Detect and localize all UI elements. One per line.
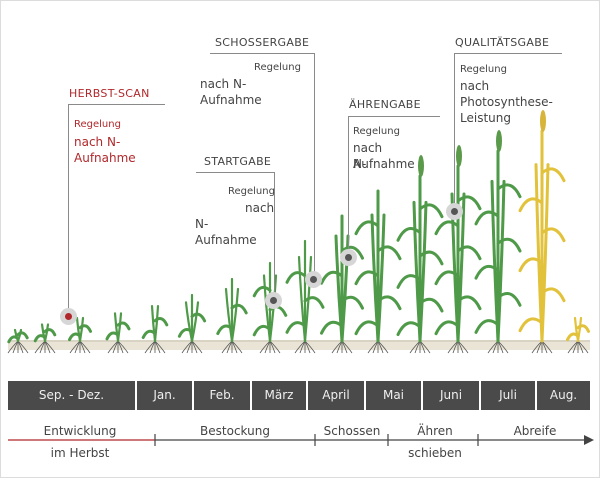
callout-line-2: nach N-Aufnahme — [74, 135, 136, 165]
phase-schossen: Schossen — [323, 424, 381, 438]
callout-line-3: Photosynthese- — [460, 95, 553, 109]
callout-line-1: Regelung — [74, 119, 121, 130]
phase-timeline-axis — [8, 434, 594, 446]
wheat-plant — [33, 323, 57, 354]
callout-leader-line — [454, 53, 455, 208]
wheat-plant — [105, 312, 131, 354]
wheat-plant — [396, 155, 444, 354]
plant-growth-illustration — [7, 110, 590, 354]
phase-herbst-line-1: Entwicklung — [43, 424, 117, 438]
callout-title: STARTGABE — [204, 155, 272, 168]
callout-line-4: Leistung — [460, 111, 511, 125]
month-juni: Juni — [423, 381, 479, 410]
phase-aehren-line-1: Ähren — [417, 424, 453, 438]
callout-line-2: nach N-Aufnahme — [200, 77, 262, 107]
callout-underline — [196, 172, 275, 173]
wheat-plant — [68, 316, 92, 354]
wheat-plant — [354, 189, 402, 354]
callout-underline — [210, 53, 315, 54]
callout-line-3: Aufnahme — [353, 157, 415, 171]
callout-line-1: Regelung — [353, 126, 400, 137]
soil-strip — [8, 340, 590, 350]
phase-bestockung: Bestockung — [200, 424, 270, 438]
wheat-plant — [320, 214, 364, 354]
wheat-ear — [418, 155, 424, 177]
wheat-plant — [434, 145, 482, 354]
callout-underline — [454, 53, 562, 54]
callout-leader-line — [274, 172, 275, 300]
callout-title: ÄHRENGABE — [349, 98, 421, 111]
callout-line-2: nach — [460, 79, 490, 93]
phase-herbst-line-2: im Herbst — [50, 446, 110, 460]
wheat-plant — [141, 304, 169, 354]
wheat-plant — [566, 316, 590, 354]
callout-leader-line — [68, 104, 69, 316]
callout-line-1: Regelung — [228, 186, 275, 197]
month-juli: Juli — [481, 381, 535, 410]
month-feb: Feb. — [194, 381, 250, 410]
month-maerz: März — [252, 381, 306, 410]
callout-line-2: nach — [245, 201, 275, 215]
plants — [7, 110, 590, 354]
measurement-point — [270, 297, 277, 304]
month-jan: Jan. — [137, 381, 192, 410]
callout-underline — [68, 104, 165, 105]
callout-line-3: N-Aufnahme — [195, 217, 257, 247]
callout-leader-line — [348, 116, 349, 256]
callout-title: HERBST-SCAN — [69, 87, 150, 100]
measurement-point — [310, 276, 317, 283]
wheat-plant — [177, 293, 207, 354]
wheat-plant — [285, 239, 325, 354]
wheat-ear — [456, 145, 462, 167]
callout-underline — [348, 116, 440, 117]
timeline-arrowhead — [584, 435, 594, 445]
measurement-point — [65, 313, 72, 320]
phase-aehren-line-2: schieben — [408, 446, 462, 460]
month-sep-dez: Sep. - Dez. — [8, 381, 135, 410]
callout-leader-line — [314, 53, 315, 277]
month-april: April — [308, 381, 364, 410]
callout-line-1: Regelung — [460, 64, 507, 75]
callout-line-2: nach N- — [353, 141, 383, 171]
callout-line-1: Regelung — [254, 62, 301, 73]
wheat-ear — [496, 130, 502, 152]
measurement-point — [451, 208, 458, 215]
month-aug: Aug. — [537, 381, 590, 410]
callout-title: QUALITÄTSGABE — [455, 36, 550, 49]
wheat-plant — [216, 277, 248, 354]
wheat-ear — [540, 110, 546, 132]
month-timeline: Sep. - Dez. Jan. Feb. März April Mai Jun… — [8, 381, 590, 410]
callout-title: SCHOSSERGABE — [215, 36, 310, 49]
wheat-plant — [518, 110, 566, 354]
measurement-point — [345, 254, 352, 261]
phase-abreife: Abreife — [513, 424, 557, 438]
month-mai: Mai — [366, 381, 421, 410]
wheat-plant — [474, 130, 522, 354]
wheat-plant — [7, 328, 29, 354]
